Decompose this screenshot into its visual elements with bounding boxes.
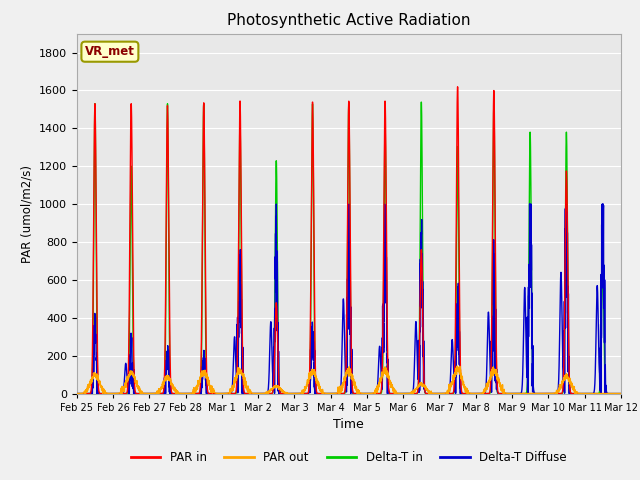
- Legend: PAR in, PAR out, Delta-T in, Delta-T Diffuse: PAR in, PAR out, Delta-T in, Delta-T Dif…: [126, 446, 572, 469]
- Text: VR_met: VR_met: [85, 45, 135, 58]
- X-axis label: Time: Time: [333, 418, 364, 431]
- Y-axis label: PAR (umol/m2/s): PAR (umol/m2/s): [20, 165, 33, 263]
- Title: Photosynthetic Active Radiation: Photosynthetic Active Radiation: [227, 13, 470, 28]
